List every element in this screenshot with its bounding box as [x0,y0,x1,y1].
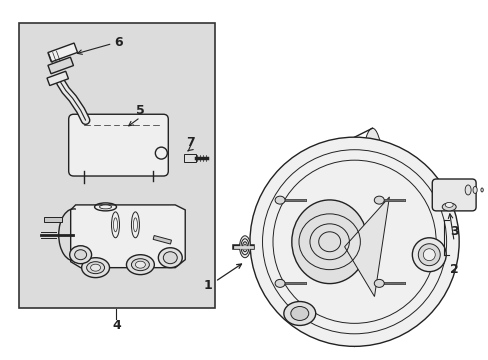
Polygon shape [71,205,185,268]
Ellipse shape [283,302,315,325]
Bar [19,23,215,307]
Text: 7: 7 [185,136,194,149]
Ellipse shape [242,242,247,252]
Ellipse shape [423,249,434,261]
Ellipse shape [444,202,452,207]
Ellipse shape [100,205,111,209]
Text: 4: 4 [112,319,121,332]
Text: 5: 5 [136,104,144,117]
Ellipse shape [291,200,367,284]
Ellipse shape [131,259,149,271]
Ellipse shape [239,236,250,258]
Ellipse shape [86,262,104,274]
Polygon shape [44,217,61,222]
Ellipse shape [290,306,308,320]
Ellipse shape [158,248,182,268]
Ellipse shape [472,186,476,193]
Ellipse shape [373,279,384,287]
Ellipse shape [75,250,86,260]
Ellipse shape [417,244,439,266]
Ellipse shape [69,246,91,264]
Ellipse shape [441,203,455,211]
Polygon shape [48,57,73,74]
Polygon shape [47,71,68,86]
Ellipse shape [90,264,101,271]
Text: 1: 1 [203,279,212,292]
Text: 3: 3 [449,225,458,238]
Ellipse shape [480,188,482,192]
Ellipse shape [411,238,446,272]
Ellipse shape [135,261,145,268]
Ellipse shape [163,252,177,264]
Ellipse shape [275,196,285,204]
Polygon shape [48,43,78,62]
Ellipse shape [241,239,248,255]
Circle shape [249,137,458,346]
Polygon shape [153,235,171,244]
Polygon shape [344,197,388,297]
Ellipse shape [126,255,154,275]
Ellipse shape [243,244,246,249]
Ellipse shape [356,128,387,337]
Text: 2: 2 [449,263,458,276]
Text: 6: 6 [114,36,122,49]
Ellipse shape [373,196,384,204]
Ellipse shape [81,258,109,278]
FancyBboxPatch shape [431,179,475,211]
Ellipse shape [275,279,285,287]
Ellipse shape [464,185,470,195]
FancyBboxPatch shape [68,114,168,176]
Polygon shape [184,154,196,162]
